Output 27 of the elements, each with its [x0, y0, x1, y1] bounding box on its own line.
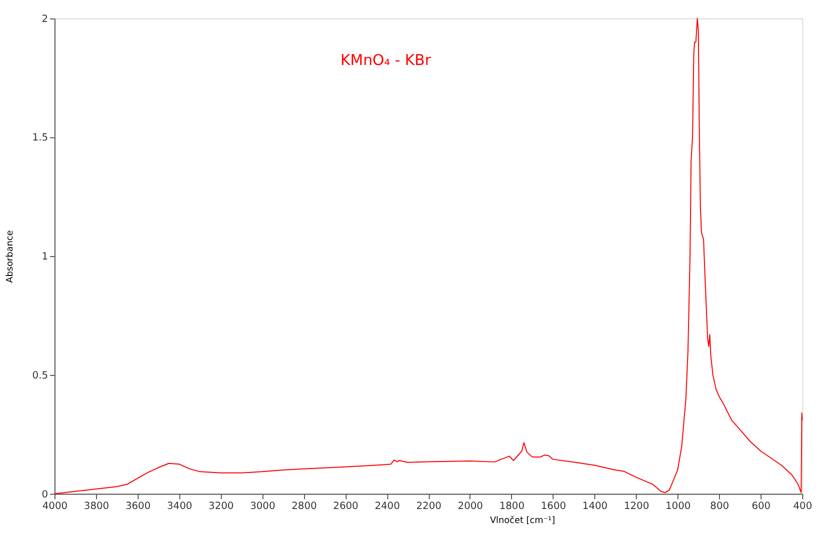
x-tick-label: 400: [793, 501, 812, 512]
text: KMnO₄ - KBr: [340, 50, 432, 69]
x-tick-label: 3800: [84, 501, 110, 512]
y-tick-label: 0.5: [32, 370, 48, 382]
x-tick-label: 1600: [540, 501, 566, 512]
x-tick-label: 3600: [125, 501, 151, 512]
x-tick-label: 1800: [499, 501, 524, 512]
x-tick-label: 2800: [292, 501, 317, 512]
x-axis-title: Vlnočet [cm⁻¹]: [490, 515, 556, 526]
y-tick-label: 1: [42, 252, 48, 263]
x-tick-label: 1000: [665, 501, 691, 512]
x-tick-label: 1200: [624, 501, 650, 512]
x-tick-label: 800: [710, 501, 730, 512]
x-tick-label: 3200: [208, 501, 234, 512]
x-tick-label: 2600: [333, 501, 358, 512]
x-tick-label: 4000: [42, 501, 68, 512]
x-tick-label: 2200: [416, 501, 442, 512]
x-tick-label: 600: [752, 501, 771, 512]
x-tick-label: 3000: [250, 501, 276, 512]
x-tick-label: 2000: [458, 501, 483, 512]
y-tick-label: 1.5: [32, 132, 48, 144]
y-axis-title: Absorbance: [5, 230, 16, 283]
y-tick-label: 2: [42, 14, 48, 25]
y-tick-label: 0: [42, 489, 48, 500]
x-tick-label: 3400: [167, 501, 192, 512]
x-tick-label: 1400: [582, 501, 608, 512]
x-tick-label: 2400: [374, 501, 400, 512]
